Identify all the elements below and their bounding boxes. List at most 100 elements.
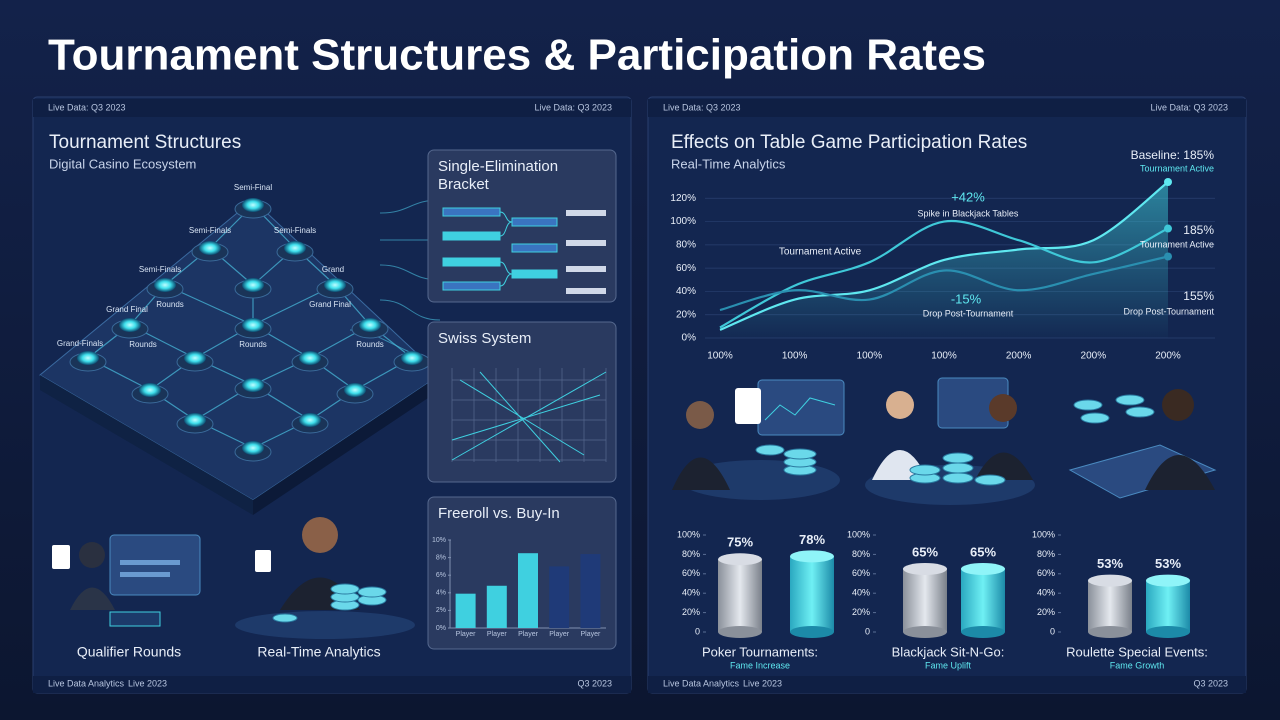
y-tick-label: 0%	[682, 333, 697, 344]
annotation: Drop Post-Tournament	[1123, 306, 1214, 316]
panel-title: Tournament Structures	[49, 132, 241, 153]
network-node	[154, 278, 176, 292]
network-node	[119, 318, 141, 332]
y-tick-label: 80%	[852, 549, 870, 559]
footer-label: Live 2023	[128, 678, 167, 688]
network-platform-edge	[253, 375, 440, 515]
annotation: 155%	[1183, 289, 1214, 303]
x-tick-label: 200%	[1081, 351, 1107, 362]
top-bar-label: Live Data: Q3 2023	[663, 102, 741, 112]
y-tick-label: 100%	[677, 529, 700, 539]
network-node	[344, 383, 366, 397]
y-tick-label: 60%	[1037, 568, 1055, 578]
value-label: 75%	[727, 535, 753, 550]
y-tick-label: 40%	[1037, 588, 1055, 598]
node-label: Grand Final	[106, 305, 148, 314]
bar-base	[903, 626, 947, 638]
node-label: Rounds	[239, 340, 267, 349]
illustration	[1068, 389, 1217, 499]
footer-bar	[33, 676, 631, 693]
y-tick-label: 8%	[436, 554, 446, 561]
line	[719, 181, 1169, 331]
x-tick-label: Player	[487, 631, 508, 638]
chart-title: Effects on Table Game Participation Rate…	[671, 132, 1027, 153]
y-tick-label: 20%	[676, 309, 696, 320]
y-tick-label: 20%	[682, 607, 700, 617]
y-tick-label: 80%	[682, 549, 700, 559]
y-tick-label: 20%	[1037, 607, 1055, 617]
page-title: Tournament Structures & Participation Ra…	[48, 31, 986, 80]
y-tick-label: 60%	[676, 263, 696, 274]
footer-label: Q3 2023	[577, 678, 612, 688]
bar-cap	[790, 550, 834, 563]
network-node	[242, 198, 264, 212]
bar-cap	[1146, 574, 1190, 587]
illustration	[52, 534, 201, 627]
chart-title: Poker Tournaments:	[702, 644, 818, 659]
bar-cap	[1088, 574, 1132, 587]
annotation: 185%	[1183, 223, 1214, 237]
node-label: Rounds	[156, 300, 184, 309]
panel-subtitle: Digital Casino Ecosystem	[49, 156, 196, 171]
network-node	[77, 351, 99, 365]
y-tick-label: 0	[695, 626, 700, 636]
node-label: Semi-Finals	[139, 265, 181, 274]
network: Semi-Final Semi-Finals Semi-Finals Semi-Fin…	[57, 183, 441, 462]
node-label: Grand-Finals	[57, 339, 103, 348]
node-label: Grand Final	[309, 300, 351, 309]
value-label: 53%	[1155, 556, 1181, 571]
network-node	[299, 351, 321, 365]
node-label: Semi-Finals	[274, 226, 316, 235]
line-end-point	[1164, 252, 1172, 261]
node-label: Grand	[322, 265, 344, 274]
network-link	[379, 299, 441, 321]
bar	[518, 553, 538, 628]
x-tick-label: Player	[580, 631, 601, 638]
y-tick-label: 6%	[436, 572, 446, 579]
bar-cap	[903, 562, 947, 575]
bar	[903, 568, 947, 632]
footer-label: Q3 2023	[1193, 678, 1228, 688]
line	[719, 219, 1169, 329]
x-tick-label: 200%	[1155, 351, 1181, 362]
annotation: -15%	[951, 291, 982, 306]
illustration	[235, 517, 415, 639]
bar-base	[718, 626, 762, 638]
footers: Live Data Analytics Live 2023 Q3 2023 Li…	[48, 678, 1228, 688]
node-label: Rounds	[356, 340, 384, 349]
annotation: Tournament Active	[1140, 163, 1214, 173]
top-bar-label: Live Data: Q3 2023	[534, 102, 612, 112]
chart-title: Freeroll vs. Buy-In	[438, 505, 560, 522]
x-tick-label: 200%	[1006, 351, 1032, 362]
node-label: Semi-Finals	[189, 226, 231, 235]
node-label: Semi-Final	[234, 183, 272, 192]
y-tick-label: 60%	[852, 568, 870, 578]
x-tick-label: 100%	[931, 351, 957, 362]
network-node	[184, 413, 206, 427]
y-tick-label: 80%	[1037, 549, 1055, 559]
bar-base	[961, 626, 1005, 638]
top-bar	[33, 99, 631, 117]
annotation: Baseline: 185%	[1131, 148, 1215, 162]
network-node	[139, 383, 161, 397]
y-tick-label: 40%	[682, 588, 700, 598]
value-label: 65%	[912, 544, 938, 559]
y-tick-label: 20%	[852, 607, 870, 617]
footer-label: Live 2023	[743, 678, 782, 688]
bar	[718, 559, 762, 632]
line-end-point	[1164, 177, 1172, 186]
swiss-grid	[451, 368, 607, 463]
chart-subtitle: Fame Growth	[1110, 660, 1165, 670]
y-tick-label: 60%	[682, 568, 700, 578]
chart-subtitle: Fame Increase	[730, 660, 790, 670]
bar	[1088, 580, 1132, 632]
network-node	[242, 378, 264, 392]
bar	[549, 566, 570, 628]
annotation: Tournament Active	[1140, 239, 1214, 249]
bar	[961, 568, 1005, 632]
bracket	[442, 207, 606, 294]
y-tick-label: 40%	[852, 588, 870, 598]
bar	[790, 556, 834, 632]
